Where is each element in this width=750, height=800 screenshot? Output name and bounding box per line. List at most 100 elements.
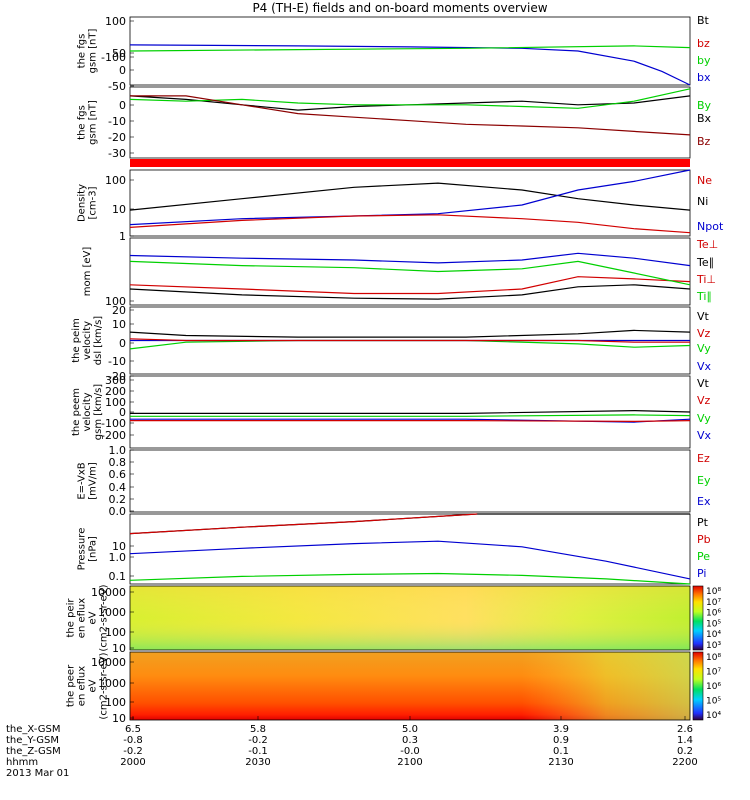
y-axis-label: velocity <box>82 392 93 431</box>
legend-label: Ez <box>697 452 710 465</box>
footer-value: 2000 <box>120 757 145 768</box>
y-axis-label: the peir <box>66 598 77 638</box>
series-line-by <box>129 45 691 52</box>
y-tick-label: 0.6 <box>109 468 127 481</box>
y-axis-label: Pressure <box>77 528 88 571</box>
legend-label: Te∥ <box>696 256 714 269</box>
footer-value: 2130 <box>548 757 573 768</box>
footer-value: 5.8 <box>250 724 266 735</box>
panel-frame <box>129 86 691 159</box>
series-line-Vz <box>130 420 691 423</box>
y-tick-label: 0.1 <box>109 570 127 583</box>
series-line-Pi <box>129 540 691 580</box>
legend-label: bz <box>697 37 710 50</box>
series-line-bx <box>129 44 691 86</box>
y-tick-label: 100 <box>105 396 126 409</box>
panel-6: 1.00.80.60.40.20.0 E=-VxB [mV/m] Ez Ey Ex <box>77 444 711 518</box>
footer-value: -0.2 <box>248 735 268 746</box>
y-axis-label: the peim <box>71 318 82 363</box>
panel-7: 101.0 0.1 Pressure [nPa] Pt Pb Pe Pi <box>77 513 711 585</box>
series-line-Ti⊥ <box>129 252 691 267</box>
legend-label: Ni <box>697 195 708 208</box>
footer-value: 0.1 <box>553 746 569 757</box>
colorbar-tick-label: 10⁴ <box>706 630 721 640</box>
figure-title: P4 (TH-E) fields and on-board moments ov… <box>252 1 547 15</box>
colorbar-tick-label: 10⁸ <box>706 653 721 663</box>
y-tick-label: 300 <box>105 374 126 387</box>
footer-value: 5.0 <box>402 724 418 735</box>
colorbar-tick-label: 10⁸ <box>706 587 721 597</box>
series-line-Npot <box>129 169 691 226</box>
y-tick-label: 100 <box>105 696 126 709</box>
y-tick-label: 1.0 <box>109 444 127 457</box>
series-line-Ti∥ <box>129 260 691 286</box>
footer-value: -0.8 <box>123 735 143 746</box>
colorbar-tick-label: 10³ <box>706 641 721 651</box>
series-line-Pe <box>129 572 691 585</box>
y-tick-label: 0 <box>119 406 126 419</box>
series-line-Ne <box>129 214 691 234</box>
y-tick-label: 10 <box>112 203 126 216</box>
legend-label: Pe <box>697 550 710 563</box>
y-tick-label: 1 <box>119 230 126 243</box>
y-tick-label: 10000 <box>91 656 126 669</box>
colorbar <box>692 585 704 651</box>
colorbar-tick-label: 10⁶ <box>706 682 721 692</box>
panel-frame <box>129 16 691 86</box>
panel-9: 10⁸ 10⁷ 10⁶ 10⁵ 10⁴ 10000 1000 100 10 the peer en … <box>66 651 721 725</box>
panel-frame <box>129 513 691 585</box>
y-tick-label: -100 <box>101 417 126 430</box>
y-axis-label: mom [eV] <box>82 247 93 297</box>
legend-label: Ti∥ <box>696 290 712 303</box>
y-tick-label: 10 <box>112 540 126 553</box>
series-line-Vz <box>129 338 690 343</box>
series-line-Vy <box>130 414 691 417</box>
legend-label: Vx <box>697 429 712 442</box>
legend-label: bx <box>697 71 711 84</box>
y-axis-label: en eflux <box>77 598 88 638</box>
y-tick-label: 1.0 <box>109 551 127 564</box>
y-axis-label: Density <box>77 184 88 222</box>
footer-value: -0.0 <box>400 746 420 757</box>
legend-label: Ti⊥ <box>696 273 716 286</box>
y-axis-label: the fgs <box>77 34 88 69</box>
status-bar <box>130 159 690 167</box>
legend-label: Bx <box>697 112 712 125</box>
y-tick-label: 50 <box>112 47 126 60</box>
panel-frame <box>129 169 691 237</box>
y-axis-label: [nPa] <box>88 536 99 562</box>
series-line-Ni <box>129 182 691 211</box>
series-line-Bx <box>129 95 691 111</box>
y-axis-label: dsl [km/s] <box>93 316 104 366</box>
y-tick-label: -20 <box>108 370 126 383</box>
colorbar-tick-label: 10⁷ <box>706 668 721 678</box>
y-tick-label: -200 <box>101 429 126 442</box>
footer-value: 3.9 <box>553 724 569 735</box>
y-tick-label: 100 <box>105 626 126 639</box>
y-axis-label: eV <box>88 679 99 692</box>
legend-label: Bz <box>697 135 711 148</box>
legend-label: Pb <box>697 533 711 546</box>
legend-label: by <box>697 54 711 67</box>
footer-date: 2013 Mar 01 <box>6 768 69 779</box>
y-tick-label: 100 <box>105 295 126 308</box>
footer-value: -0.2 <box>123 746 143 757</box>
y-tick-label: 200 <box>105 385 126 398</box>
footer-value: 2200 <box>672 757 697 768</box>
series-line-Vt <box>130 409 691 414</box>
y-tick-label: 1000 <box>98 606 126 619</box>
legend-label: Ey <box>697 474 711 487</box>
y-tick-label: 0.2 <box>109 493 127 506</box>
legend-label: Ne <box>697 174 712 187</box>
legend-label: Vx <box>697 360 712 373</box>
legend-label: Pt <box>697 516 709 529</box>
y-tick-label: 0.4 <box>109 481 127 494</box>
y-tick-label: -20 <box>108 131 126 144</box>
y-tick-label: -10 <box>108 115 126 128</box>
y-axis-label: (cm2-s-sr-eV) <box>99 584 110 651</box>
